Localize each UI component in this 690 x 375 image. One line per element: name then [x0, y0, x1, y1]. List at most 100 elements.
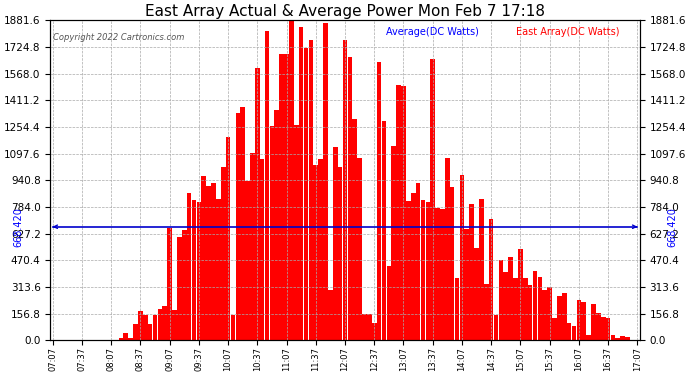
Bar: [265, 32, 269, 340]
Bar: [138, 311, 143, 340]
Bar: [201, 176, 206, 340]
Bar: [323, 22, 328, 341]
Bar: [523, 278, 528, 340]
Bar: [386, 266, 391, 340]
Bar: [177, 237, 181, 340]
Bar: [474, 248, 479, 340]
Text: Copyright 2022 Cartronics.com: Copyright 2022 Cartronics.com: [53, 33, 185, 42]
Bar: [308, 39, 313, 340]
Bar: [328, 290, 333, 340]
Bar: [552, 318, 557, 340]
Bar: [401, 86, 406, 340]
Bar: [611, 334, 615, 340]
Bar: [182, 230, 186, 340]
Bar: [440, 209, 445, 340]
Bar: [299, 27, 304, 341]
Bar: [289, 20, 294, 340]
Bar: [367, 314, 372, 340]
Bar: [275, 110, 279, 340]
Bar: [416, 183, 420, 340]
Bar: [406, 201, 411, 340]
Bar: [260, 159, 264, 340]
Bar: [615, 338, 620, 340]
Text: 668.420: 668.420: [13, 207, 23, 247]
Bar: [343, 40, 347, 340]
Bar: [421, 200, 425, 340]
Bar: [625, 337, 630, 340]
Bar: [528, 285, 533, 340]
Bar: [377, 62, 382, 340]
Bar: [460, 175, 464, 340]
Bar: [313, 165, 318, 340]
Bar: [372, 323, 377, 340]
Text: Average(DC Watts): Average(DC Watts): [386, 27, 479, 37]
Bar: [455, 278, 460, 340]
Bar: [509, 257, 513, 340]
Bar: [197, 202, 201, 340]
Bar: [211, 183, 216, 340]
Bar: [167, 228, 172, 340]
Bar: [143, 315, 148, 340]
Bar: [338, 167, 342, 340]
Bar: [601, 317, 606, 340]
Text: 668.420: 668.420: [667, 207, 677, 247]
Bar: [250, 153, 255, 340]
Bar: [484, 284, 489, 340]
Bar: [294, 124, 299, 340]
Title: East Array Actual & Average Power Mon Feb 7 17:18: East Array Actual & Average Power Mon Fe…: [145, 4, 545, 19]
Bar: [353, 118, 357, 340]
Bar: [571, 326, 576, 340]
Bar: [431, 59, 435, 340]
Bar: [162, 306, 167, 340]
Bar: [119, 338, 124, 340]
Bar: [591, 304, 595, 340]
Bar: [518, 249, 523, 340]
Bar: [157, 309, 162, 340]
Bar: [396, 85, 401, 340]
Bar: [630, 339, 635, 340]
Bar: [187, 194, 191, 340]
Bar: [538, 278, 542, 340]
Bar: [435, 208, 440, 340]
Bar: [479, 199, 484, 340]
Bar: [547, 287, 552, 340]
Bar: [362, 314, 367, 340]
Bar: [494, 315, 498, 340]
Text: East Array(DC Watts): East Array(DC Watts): [516, 27, 620, 37]
Bar: [357, 158, 362, 340]
Bar: [245, 181, 250, 340]
Bar: [596, 313, 600, 340]
Bar: [464, 230, 469, 340]
Bar: [221, 167, 226, 340]
Bar: [255, 68, 259, 340]
Bar: [133, 324, 138, 340]
Bar: [606, 318, 611, 340]
Bar: [469, 204, 474, 340]
Bar: [333, 147, 337, 340]
Bar: [240, 107, 245, 340]
Bar: [504, 272, 508, 340]
Bar: [411, 193, 415, 340]
Bar: [426, 202, 430, 340]
Bar: [620, 336, 625, 340]
Bar: [489, 219, 493, 340]
Bar: [348, 57, 352, 340]
Bar: [124, 333, 128, 340]
Bar: [445, 158, 450, 340]
Bar: [318, 159, 323, 340]
Bar: [582, 302, 586, 340]
Bar: [235, 113, 240, 340]
Bar: [499, 260, 503, 340]
Bar: [226, 137, 230, 340]
Bar: [586, 335, 591, 340]
Bar: [192, 200, 196, 340]
Bar: [152, 315, 157, 340]
Bar: [172, 310, 177, 340]
Bar: [513, 278, 518, 340]
Bar: [148, 324, 152, 340]
Bar: [279, 54, 284, 340]
Bar: [542, 290, 547, 340]
Bar: [270, 126, 274, 340]
Bar: [284, 54, 289, 340]
Bar: [304, 48, 308, 340]
